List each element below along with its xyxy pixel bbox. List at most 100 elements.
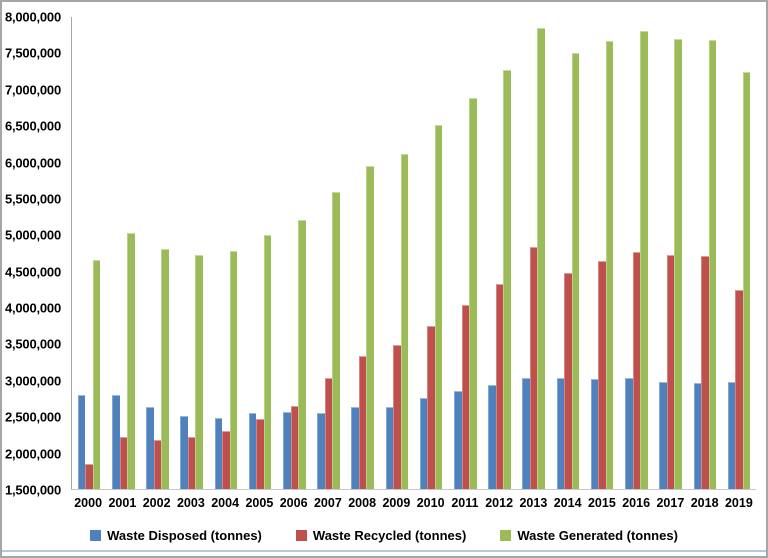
bar-waste-recycled-tonnes-2013 [529, 247, 538, 489]
legend-swatch-icon [295, 529, 307, 541]
bottom-accent-line [2, 550, 766, 552]
bar-waste-generated-tonnes-2005 [263, 234, 272, 489]
bar-group-2014 [551, 17, 585, 489]
bar-waste-generated-tonnes-2014 [571, 52, 580, 489]
bar-waste-disposed-tonnes-2018 [693, 382, 701, 489]
bar-group-2008 [346, 17, 380, 489]
bar-waste-generated-tonnes-2002 [161, 249, 169, 489]
x-tick-label-2016: 2016 [622, 496, 651, 510]
bar-waste-disposed-tonnes-2016 [625, 377, 633, 489]
bar-waste-recycled-tonnes-2006 [290, 405, 299, 489]
bar-waste-disposed-tonnes-2009 [385, 406, 394, 489]
bar-waste-generated-tonnes-2018 [708, 39, 716, 489]
bar-waste-generated-tonnes-2017 [674, 38, 682, 489]
bar-waste-disposed-tonnes-2015 [590, 379, 599, 489]
x-tick-label-2008: 2008 [348, 496, 377, 510]
bar-group-2017 [653, 17, 687, 489]
bar-group-2011 [448, 17, 482, 489]
x-tick-label-2017: 2017 [656, 496, 685, 510]
bar-waste-recycled-tonnes-2018 [701, 255, 709, 489]
y-tick-label: 8,000,000 [4, 9, 61, 25]
bar-waste-disposed-tonnes-2003 [180, 416, 188, 489]
bar-waste-generated-tonnes-2010 [434, 125, 443, 489]
bar-group-2004 [209, 17, 243, 489]
legend-item-waste-generated-tonnes: Waste Generated (tonnes) [500, 528, 678, 543]
bar-waste-recycled-tonnes-2004 [222, 430, 230, 489]
bar-waste-recycled-tonnes-2011 [461, 305, 470, 489]
legend-item-waste-recycled-tonnes: Waste Recycled (tonnes) [295, 527, 467, 543]
bar-waste-disposed-tonnes-2011 [454, 390, 462, 489]
legend-label: Waste Disposed (tonnes) [107, 527, 262, 543]
y-tick-label: 4,500,000 [4, 264, 61, 280]
bar-waste-disposed-tonnes-2010 [419, 398, 428, 489]
bar-waste-recycled-tonnes-2000 [85, 463, 93, 489]
x-tick-label-2002: 2002 [142, 496, 171, 510]
bar-group-2002 [140, 17, 174, 489]
plot-area [71, 17, 756, 490]
bar-waste-disposed-tonnes-2000 [77, 395, 86, 489]
y-tick-label: 5,000,000 [4, 227, 61, 243]
bar-waste-recycled-tonnes-2016 [632, 251, 641, 489]
bar-waste-generated-tonnes-2019 [742, 72, 751, 489]
y-axis-tick-labels: 8,000,000 7,500,000 7,000,000 6,500,000 6,00… [2, 10, 66, 498]
x-tick-label-2015: 2015 [587, 496, 616, 510]
bar-group-2019 [722, 17, 756, 489]
x-tick-label-2000: 2000 [74, 496, 103, 510]
bar-waste-recycled-tonnes-2003 [187, 436, 196, 489]
bar-waste-disposed-tonnes-2014 [556, 377, 565, 489]
bar-waste-recycled-tonnes-2014 [564, 273, 572, 489]
bar-group-2000 [72, 17, 106, 489]
bar-waste-generated-tonnes-2007 [332, 192, 340, 489]
y-tick-label: 7,500,000 [4, 45, 61, 61]
bar-waste-disposed-tonnes-2006 [283, 412, 291, 489]
bar-group-2006 [277, 17, 311, 489]
bar-waste-disposed-tonnes-2012 [488, 385, 496, 489]
legend-swatch-icon [90, 529, 102, 541]
bar-waste-recycled-tonnes-2002 [153, 440, 162, 489]
bar-waste-recycled-tonnes-2015 [598, 261, 606, 489]
bar-waste-recycled-tonnes-2019 [735, 290, 743, 489]
x-tick-label-2007: 2007 [313, 496, 342, 510]
bar-group-2018 [688, 17, 722, 489]
y-tick-label: 2,500,000 [4, 409, 61, 425]
bar-waste-generated-tonnes-2001 [127, 232, 135, 489]
bar-waste-disposed-tonnes-2001 [112, 395, 120, 489]
x-axis-tick-labels: 2000 2001 2002 2003 2004 2005 2006 2007 2008 2009… [71, 496, 756, 514]
y-tick-label: 6,500,000 [4, 118, 61, 134]
y-tick-label: 6,000,000 [4, 155, 61, 171]
bar-group-2001 [106, 17, 140, 489]
legend-item-waste-disposed-tonnes: Waste Disposed (tonnes) [90, 528, 262, 543]
y-tick-label: 4,000,000 [4, 300, 61, 316]
x-tick-label-2018: 2018 [690, 496, 719, 510]
bar-waste-generated-tonnes-2012 [503, 70, 511, 489]
bar-waste-generated-tonnes-2009 [400, 154, 409, 489]
x-tick-label-2004: 2004 [211, 496, 240, 510]
bar-group-2015 [585, 17, 619, 489]
x-tick-label-2001: 2001 [108, 496, 137, 510]
bar-waste-generated-tonnes-2015 [605, 40, 614, 489]
bar-waste-disposed-tonnes-2019 [727, 382, 736, 489]
bar-group-2013 [517, 17, 551, 489]
bar-waste-recycled-tonnes-2007 [324, 377, 333, 489]
y-tick-label: 2,000,000 [4, 446, 61, 462]
bar-waste-recycled-tonnes-2017 [666, 255, 675, 489]
x-tick-label-2006: 2006 [279, 496, 308, 510]
bar-group-2003 [175, 17, 209, 489]
x-tick-label-2019: 2019 [724, 496, 753, 510]
bar-waste-disposed-tonnes-2008 [351, 406, 359, 489]
bar-waste-recycled-tonnes-2010 [427, 326, 435, 489]
bar-group-2010 [414, 17, 448, 489]
bar-group-2012 [482, 17, 516, 489]
bar-waste-recycled-tonnes-2005 [256, 418, 264, 489]
y-tick-label: 1,500,000 [4, 482, 61, 498]
bar-waste-recycled-tonnes-2012 [495, 283, 504, 489]
bar-waste-generated-tonnes-2011 [469, 97, 477, 489]
bar-waste-recycled-tonnes-2008 [358, 356, 367, 489]
bar-waste-generated-tonnes-2008 [366, 165, 374, 489]
legend-label: Waste Recycled (tonnes) [312, 527, 467, 543]
bar-waste-generated-tonnes-2013 [537, 27, 545, 489]
y-tick-label: 3,500,000 [4, 336, 61, 352]
bar-waste-recycled-tonnes-2001 [119, 436, 128, 489]
legend-swatch-icon [500, 529, 512, 541]
